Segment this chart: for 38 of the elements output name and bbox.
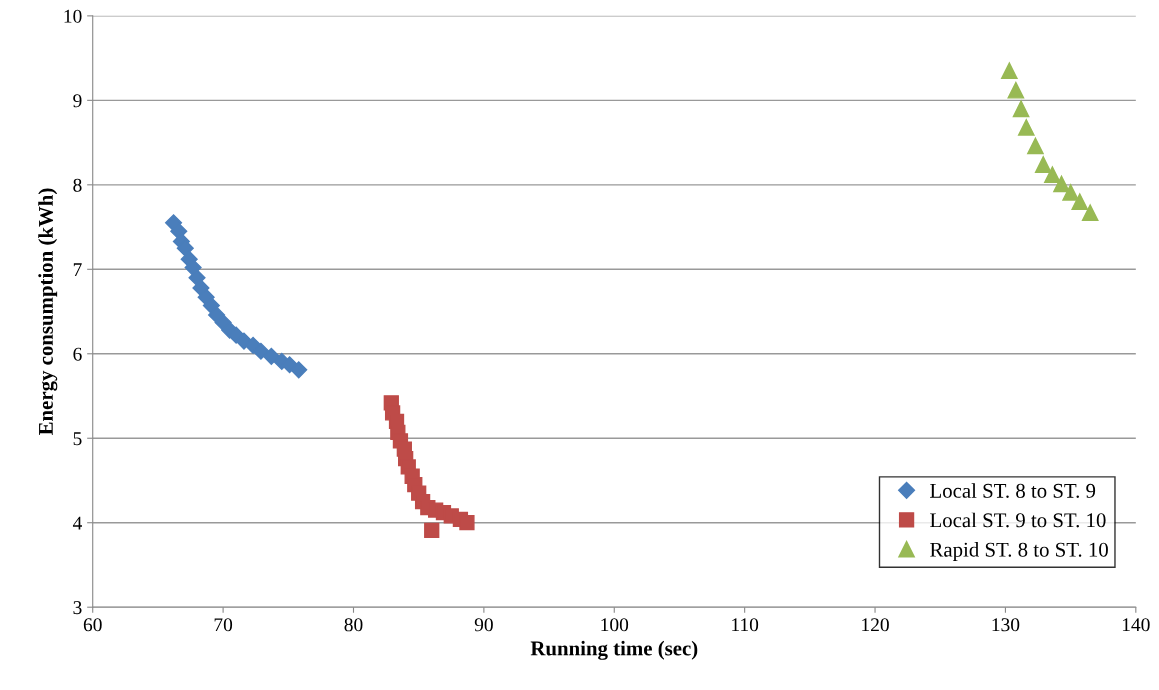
y-tick-label: 7: [73, 263, 82, 277]
y-tick-label: 3: [73, 601, 82, 615]
point: [424, 522, 440, 538]
x-tick-label: 60: [83, 618, 102, 632]
point: [1017, 119, 1035, 136]
point: [1007, 81, 1025, 99]
point: [1027, 137, 1044, 155]
legend-label: Local ST. 9 to ST. 10: [930, 512, 1106, 528]
y-tick-label: 4: [72, 516, 82, 530]
point: [290, 361, 308, 379]
x-tick-label: 100: [601, 618, 629, 632]
point: [1001, 62, 1018, 80]
point: [1044, 166, 1061, 184]
point: [1053, 175, 1070, 193]
point: [252, 342, 270, 360]
point: [1012, 100, 1030, 118]
x-tick-label: 90: [474, 618, 493, 632]
x-tick-label: 120: [862, 618, 889, 632]
x-tick-label: 110: [732, 618, 759, 632]
y-tick-label: 10: [64, 9, 82, 23]
x-tick-label: 130: [992, 618, 1020, 632]
y-tick-label: 5: [73, 432, 82, 446]
point: [1071, 193, 1089, 211]
y-axis-title: Energy consumption (kWh): [38, 188, 58, 436]
point: [262, 347, 280, 365]
y-tick-label: 9: [73, 94, 82, 108]
y-tick-label: 6: [73, 347, 82, 361]
y-tick-label: 8: [73, 178, 82, 192]
point: [1081, 204, 1099, 222]
point: [1062, 184, 1079, 201]
x-tick-label: 70: [214, 618, 233, 632]
x-tick-label: 80: [344, 618, 363, 632]
x-axis-title: Running time (sec): [530, 640, 698, 660]
point: [459, 515, 475, 531]
x-tick-label: 140: [1122, 618, 1150, 632]
legend-label: Rapid ST. 8 to ST. 10: [930, 542, 1108, 561]
legend-label: Local ST. 8 to ST. 9: [930, 483, 1096, 498]
point: [1034, 156, 1052, 173]
